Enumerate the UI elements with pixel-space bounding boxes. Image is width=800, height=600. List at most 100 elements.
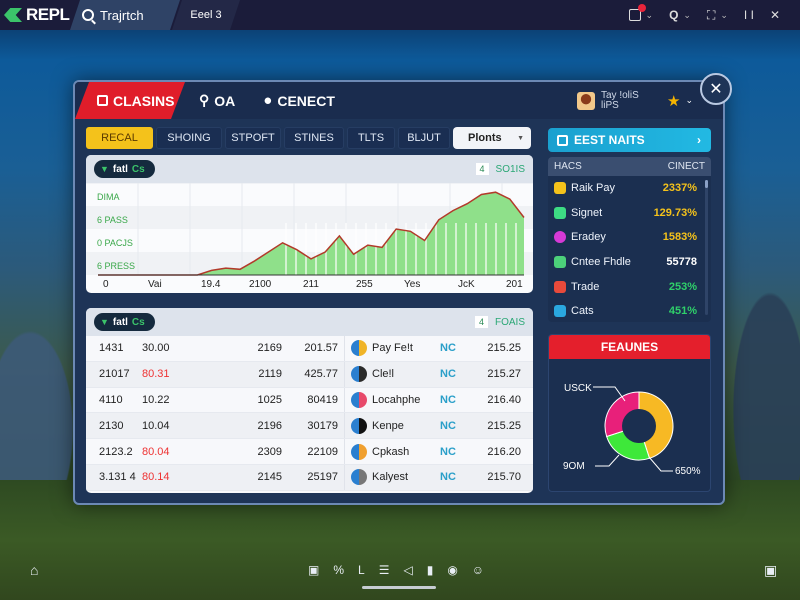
filter-stpoft[interactable]: STPOFT [225, 127, 281, 149]
notification-button[interactable]: ⌄ [628, 4, 653, 21]
l-icon[interactable]: L [358, 563, 365, 577]
table-row[interactable]: 3.131 4 80.14 2145 25197 Kalyest NC 215.70 [86, 464, 533, 491]
cell-volume: 2169 [257, 342, 282, 355]
close-app-button[interactable]: ✕ [770, 8, 780, 22]
filter-tlts[interactable]: TLTS [347, 127, 395, 149]
chevron-down-icon: ⌄ [720, 9, 728, 20]
tab-label: CENECT [277, 92, 335, 109]
battery-icon[interactable]: ▮ [426, 563, 434, 577]
shield-icon[interactable]: ◉ [447, 563, 458, 577]
plonts-dropdown[interactable]: Plonts ▼ [453, 127, 531, 149]
cell-status: NC [440, 342, 456, 355]
item-value: 451% [668, 305, 697, 318]
item-value: 129.73% [653, 206, 697, 219]
percent-icon[interactable]: % [333, 563, 345, 577]
filter-bar: RECAL SHOING STPOFT STINES TLTS BLJUT [86, 127, 450, 149]
filter-recal[interactable]: RECAL [86, 127, 153, 149]
filter-stines[interactable]: STINES [284, 127, 344, 149]
list-items: Raik Pay 2337% Signet 129.73% Eradey 1583% Cnt… [548, 176, 711, 324]
search-q-button[interactable]: Q ⌄ [669, 8, 691, 22]
x-axis-label: 255 [356, 279, 373, 290]
table-row[interactable]: 21017 80.31 2119 425.77 Cle!l NC 215.27 [86, 361, 533, 388]
cell-change: 80.04 [142, 445, 170, 458]
apple-icon: ● [263, 92, 273, 109]
cell-status: NC [440, 471, 456, 484]
home-indicator[interactable] [362, 586, 436, 589]
close-icon: ✕ [769, 8, 780, 22]
x-axis-label: 19.4 [201, 279, 221, 290]
donut-chart [593, 386, 674, 472]
cell-last: 215.25 [487, 342, 521, 355]
star-icon: ★ [667, 92, 681, 110]
coin-icon [351, 340, 367, 357]
tab-label: OA [214, 92, 236, 109]
tab-cenect[interactable]: ● CENECT [249, 82, 349, 119]
home-icon[interactable]: ⌂ [30, 562, 39, 578]
best-naits-button[interactable]: EEST NAITS › [548, 128, 711, 152]
list-scrollbar[interactable] [705, 180, 708, 315]
item-name: Raik Pay [571, 182, 616, 195]
pause-button[interactable]: I I [744, 8, 754, 22]
item-icon [554, 182, 566, 195]
ranking-list: HACS CINECT Raik Pay 2337% Signet 129.73% Er… [548, 157, 711, 322]
cell-asset: Pay Fe!t [344, 336, 440, 361]
table-value: FOAIS [494, 316, 525, 328]
bottom-bar: ⌂ ▣ % L ☰ ◁ ▮ ◉ ☺ ▣ [0, 555, 800, 585]
chat-button[interactable]: ⛶ ⌄ [707, 8, 728, 23]
y-axis-label: 0 PACJS [97, 238, 133, 248]
chart-value: SO1IS [495, 163, 525, 175]
menu-icon[interactable]: ☰ [378, 563, 390, 577]
best-button-label: EEST NAITS [574, 133, 645, 147]
dropdown-value: Plonts [468, 132, 502, 144]
chart-panel-header: ▼ fatl Cs 4 SO1IS [86, 155, 533, 183]
chart-panel: ▼ fatl Cs 4 SO1IS [86, 155, 533, 293]
window-close-button[interactable]: ✕ [700, 73, 732, 105]
table-stats: 4 FOAIS [474, 316, 525, 328]
filter-shoing[interactable]: SHOING [156, 127, 222, 149]
list-item[interactable]: Cntee Fhdle 55778 [548, 250, 711, 275]
table-row[interactable]: 2130 10.04 2196 30179 Kenpe NC 215.25 [86, 413, 533, 440]
doc-tab[interactable]: Eeel 3 [172, 0, 240, 30]
list-item[interactable]: Raik Pay 2337% [548, 176, 711, 201]
table-row[interactable]: 4110 10.22 1025 80419 Locahphe NC 216.40 [86, 387, 533, 414]
features-panel: FEAUNES USCK 9OM 650% [548, 334, 711, 492]
list-item[interactable]: Signet 129.73% [548, 201, 711, 226]
emoji-icon[interactable]: ☺ [471, 563, 485, 577]
coin-icon [351, 417, 367, 434]
tab-clasins[interactable]: CLASINS [75, 82, 185, 119]
y-axis-label: DIMA [97, 192, 120, 202]
list-item[interactable]: Cats 451% [548, 299, 711, 324]
item-value: 2337% [662, 182, 697, 195]
megaphone-icon[interactable]: ◁ [403, 563, 413, 577]
user-name: Tay !oliS liPS [601, 89, 639, 111]
chart-doc-icon[interactable]: ▣ [308, 563, 320, 577]
cell-status: NC [440, 419, 456, 432]
user-profile[interactable]: Tay !oliS liPS [577, 89, 657, 111]
chart-badge: 4 [475, 163, 489, 175]
list-item[interactable]: Trade 253% [548, 274, 711, 299]
chart-title-pill[interactable]: ▼ fatl Cs [94, 160, 155, 178]
app-logo[interactable]: REPL [0, 0, 70, 30]
asset-name: Kalyest [372, 471, 409, 484]
table-panel: ▼ fatl Cs 4 FOAIS 1431 30.00 2169 201.57 Pay… [86, 308, 533, 493]
filter-blut[interactable]: BLJUT [398, 127, 450, 149]
pill-label: fatl [112, 316, 128, 328]
close-icon: ✕ [709, 81, 723, 98]
cell-value: 30179 [307, 419, 338, 432]
tab-oa[interactable]: ⚲ OA [185, 82, 249, 119]
search-tab[interactable]: Trajrtch [70, 0, 180, 30]
top-bar: REPL Trajrtch Eeel 3 ⌄ Q ⌄ ⛶ ⌄ I I ✕ [0, 0, 800, 30]
table-badge: 4 [474, 316, 488, 328]
cell-last: 216.20 [487, 445, 521, 458]
table-row[interactable]: 1431 30.00 2169 201.57 Pay Fe!t NC 215.25 [86, 336, 533, 362]
table-row[interactable]: 2123.2 80.04 2309 22109 Cpkash NC 216.20 [86, 439, 533, 465]
area-chart: DIMA 6 PASS 0 PACJS 6 PRESS 0 Vai 19.4 2… [86, 183, 533, 293]
cell-status: NC [440, 393, 456, 406]
favorites-button[interactable]: ★ ⌄ [667, 92, 693, 110]
pill-label: fatl [112, 163, 128, 175]
item-value: 1583% [662, 231, 697, 244]
table-title-pill[interactable]: ▼ fatl Cs [94, 313, 155, 331]
lock-icon[interactable]: ▣ [764, 561, 778, 578]
list-item[interactable]: Eradey 1583% [548, 225, 711, 250]
filter-label: SHOING [167, 132, 211, 144]
